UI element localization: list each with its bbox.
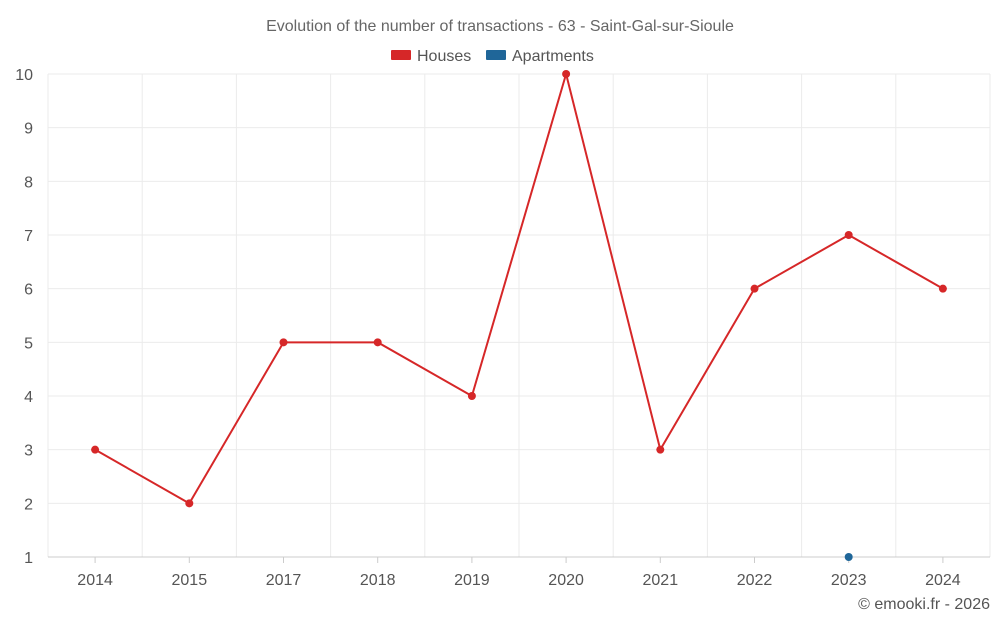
series-line-houses <box>94 73 944 505</box>
x-tick-label: 2021 <box>643 572 679 589</box>
x-tick-label: 2020 <box>548 572 584 589</box>
series-houses <box>91 70 947 508</box>
data-point-houses-2023[interactable] <box>844 231 853 239</box>
gridlines <box>47 73 991 558</box>
data-point-houses-2014[interactable] <box>91 445 100 454</box>
y-tick-label: 3 <box>24 443 33 460</box>
legend-item-apartments[interactable]: Apartments <box>486 48 594 65</box>
y-tick-label: 10 <box>15 67 33 84</box>
x-tick-label: 2024 <box>925 572 961 589</box>
x-axis: 2014 2015 2017 2018 2019 2020 2021 2022 2023 2024 <box>77 557 961 589</box>
y-tick-label: 5 <box>24 335 33 352</box>
data-point-houses-2017[interactable] <box>279 338 288 347</box>
credit-text: © emooki.fr - 2026 <box>858 596 990 613</box>
data-point-houses-2015[interactable] <box>185 499 194 508</box>
y-tick-label: 7 <box>24 228 33 245</box>
x-tick-label: 2015 <box>172 572 208 589</box>
y-tick-label: 8 <box>24 174 33 191</box>
y-tick-label: 1 <box>24 550 33 567</box>
series-apartments <box>844 553 853 561</box>
x-tick-label: 2014 <box>77 572 113 589</box>
x-tick-label: 2018 <box>360 572 396 589</box>
x-tick-label: 2023 <box>831 572 867 589</box>
y-tick-label: 4 <box>24 389 33 406</box>
data-point-houses-2019[interactable] <box>467 392 476 400</box>
legend-label-houses: Houses <box>417 48 471 65</box>
series <box>91 70 947 561</box>
y-axis: 1 2 3 4 5 6 7 8 9 10 <box>15 67 33 567</box>
x-tick-label: 2019 <box>454 572 490 589</box>
data-point-apartments-2023[interactable] <box>844 553 853 561</box>
data-point-houses-2021[interactable] <box>656 445 665 454</box>
y-tick-label: 2 <box>24 496 33 513</box>
data-point-houses-2018[interactable] <box>373 338 382 347</box>
y-tick-label: 6 <box>24 282 33 299</box>
legend-swatch-houses <box>391 50 411 60</box>
data-point-houses-2020[interactable] <box>562 70 571 78</box>
data-point-houses-2024[interactable] <box>938 284 947 293</box>
x-tick-label: 2017 <box>266 572 302 589</box>
legend-label-apartments: Apartments <box>512 48 594 65</box>
legend-item-houses[interactable]: Houses <box>391 48 471 65</box>
legend: Houses Apartments <box>391 48 594 65</box>
legend-swatch-apartments <box>486 50 506 60</box>
x-tick-label: 2022 <box>737 572 773 589</box>
chart-title: Evolution of the number of transactions … <box>266 18 734 35</box>
y-tick-label: 9 <box>24 121 33 138</box>
data-point-houses-2022[interactable] <box>750 284 759 293</box>
